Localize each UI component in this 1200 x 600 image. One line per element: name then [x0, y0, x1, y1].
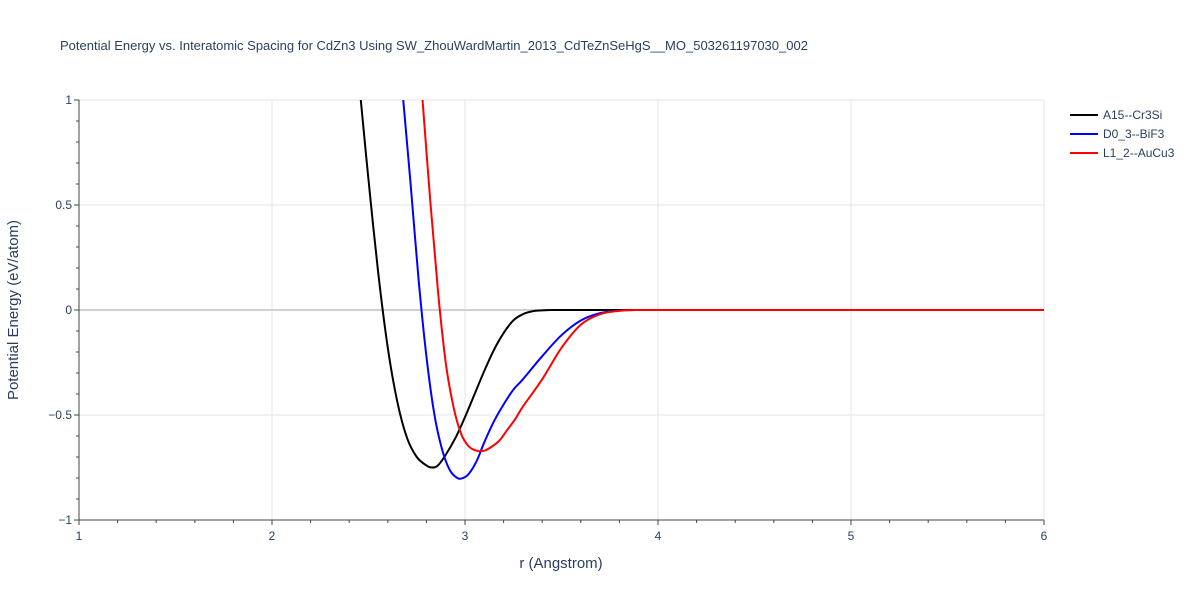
x-tick-label: 3	[462, 529, 469, 543]
x-tick-label: 5	[848, 529, 855, 543]
legend[interactable]: A15--Cr3Si D0_3--BiF3 L1_2--AuCu3	[1070, 108, 1175, 160]
legend-item[interactable]: L1_2--AuCu3	[1070, 146, 1175, 160]
x-tick-label: 6	[1041, 529, 1048, 543]
y-tick-label: 1	[65, 93, 72, 107]
y-tick-label: 0.5	[55, 198, 72, 212]
series-group	[359, 100, 1044, 480]
legend-item[interactable]: A15--Cr3Si	[1070, 108, 1162, 122]
x-axis-title: r (Angstrom)	[519, 555, 602, 572]
axes	[74, 99, 1045, 525]
y-tick-label: −0.5	[48, 408, 72, 422]
y-tick-label: 0	[65, 303, 72, 317]
legend-label: L1_2--AuCu3	[1103, 146, 1175, 160]
legend-label: A15--Cr3Si	[1103, 108, 1162, 122]
tick-labels: 1 2 3 4 5 6 −1 −0.5 0 0.5 1	[48, 93, 1047, 543]
y-axis-title: Potential Energy (eV/atom)	[5, 220, 22, 400]
series-line-0	[359, 100, 1044, 469]
series-line-2	[421, 100, 1044, 453]
x-tick-label: 4	[655, 529, 662, 543]
x-tick-label: 1	[76, 529, 83, 543]
legend-item[interactable]: D0_3--BiF3	[1070, 127, 1165, 141]
x-tick-label: 2	[269, 529, 276, 543]
chart-title: Potential Energy vs. Interatomic Spacing…	[60, 38, 808, 53]
y-tick-label: −1	[58, 513, 72, 527]
legend-label: D0_3--BiF3	[1103, 127, 1165, 141]
